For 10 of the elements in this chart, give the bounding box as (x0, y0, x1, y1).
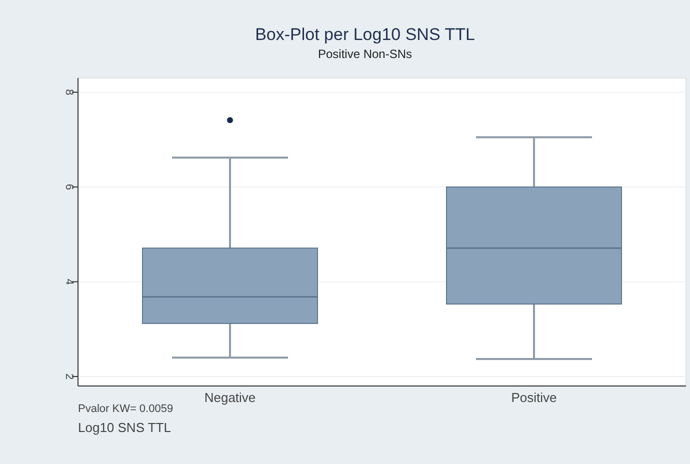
x-tick-label: Positive (511, 390, 557, 405)
chart-subtitle: Positive Non-SNs (318, 47, 412, 61)
y-tick-label: 8 (63, 89, 75, 96)
x-tick-label: Negative (204, 390, 256, 405)
y-tick-label: 2 (63, 373, 75, 380)
text: Pvalor KW= 0.0059 (78, 403, 174, 415)
chart-title: Box-Plot per Log10 SNS TTL (255, 25, 475, 44)
text: Log10 SNS TTL (78, 420, 171, 435)
y-tick-label: 6 (63, 184, 75, 190)
y-tick-label: 4 (63, 278, 75, 285)
